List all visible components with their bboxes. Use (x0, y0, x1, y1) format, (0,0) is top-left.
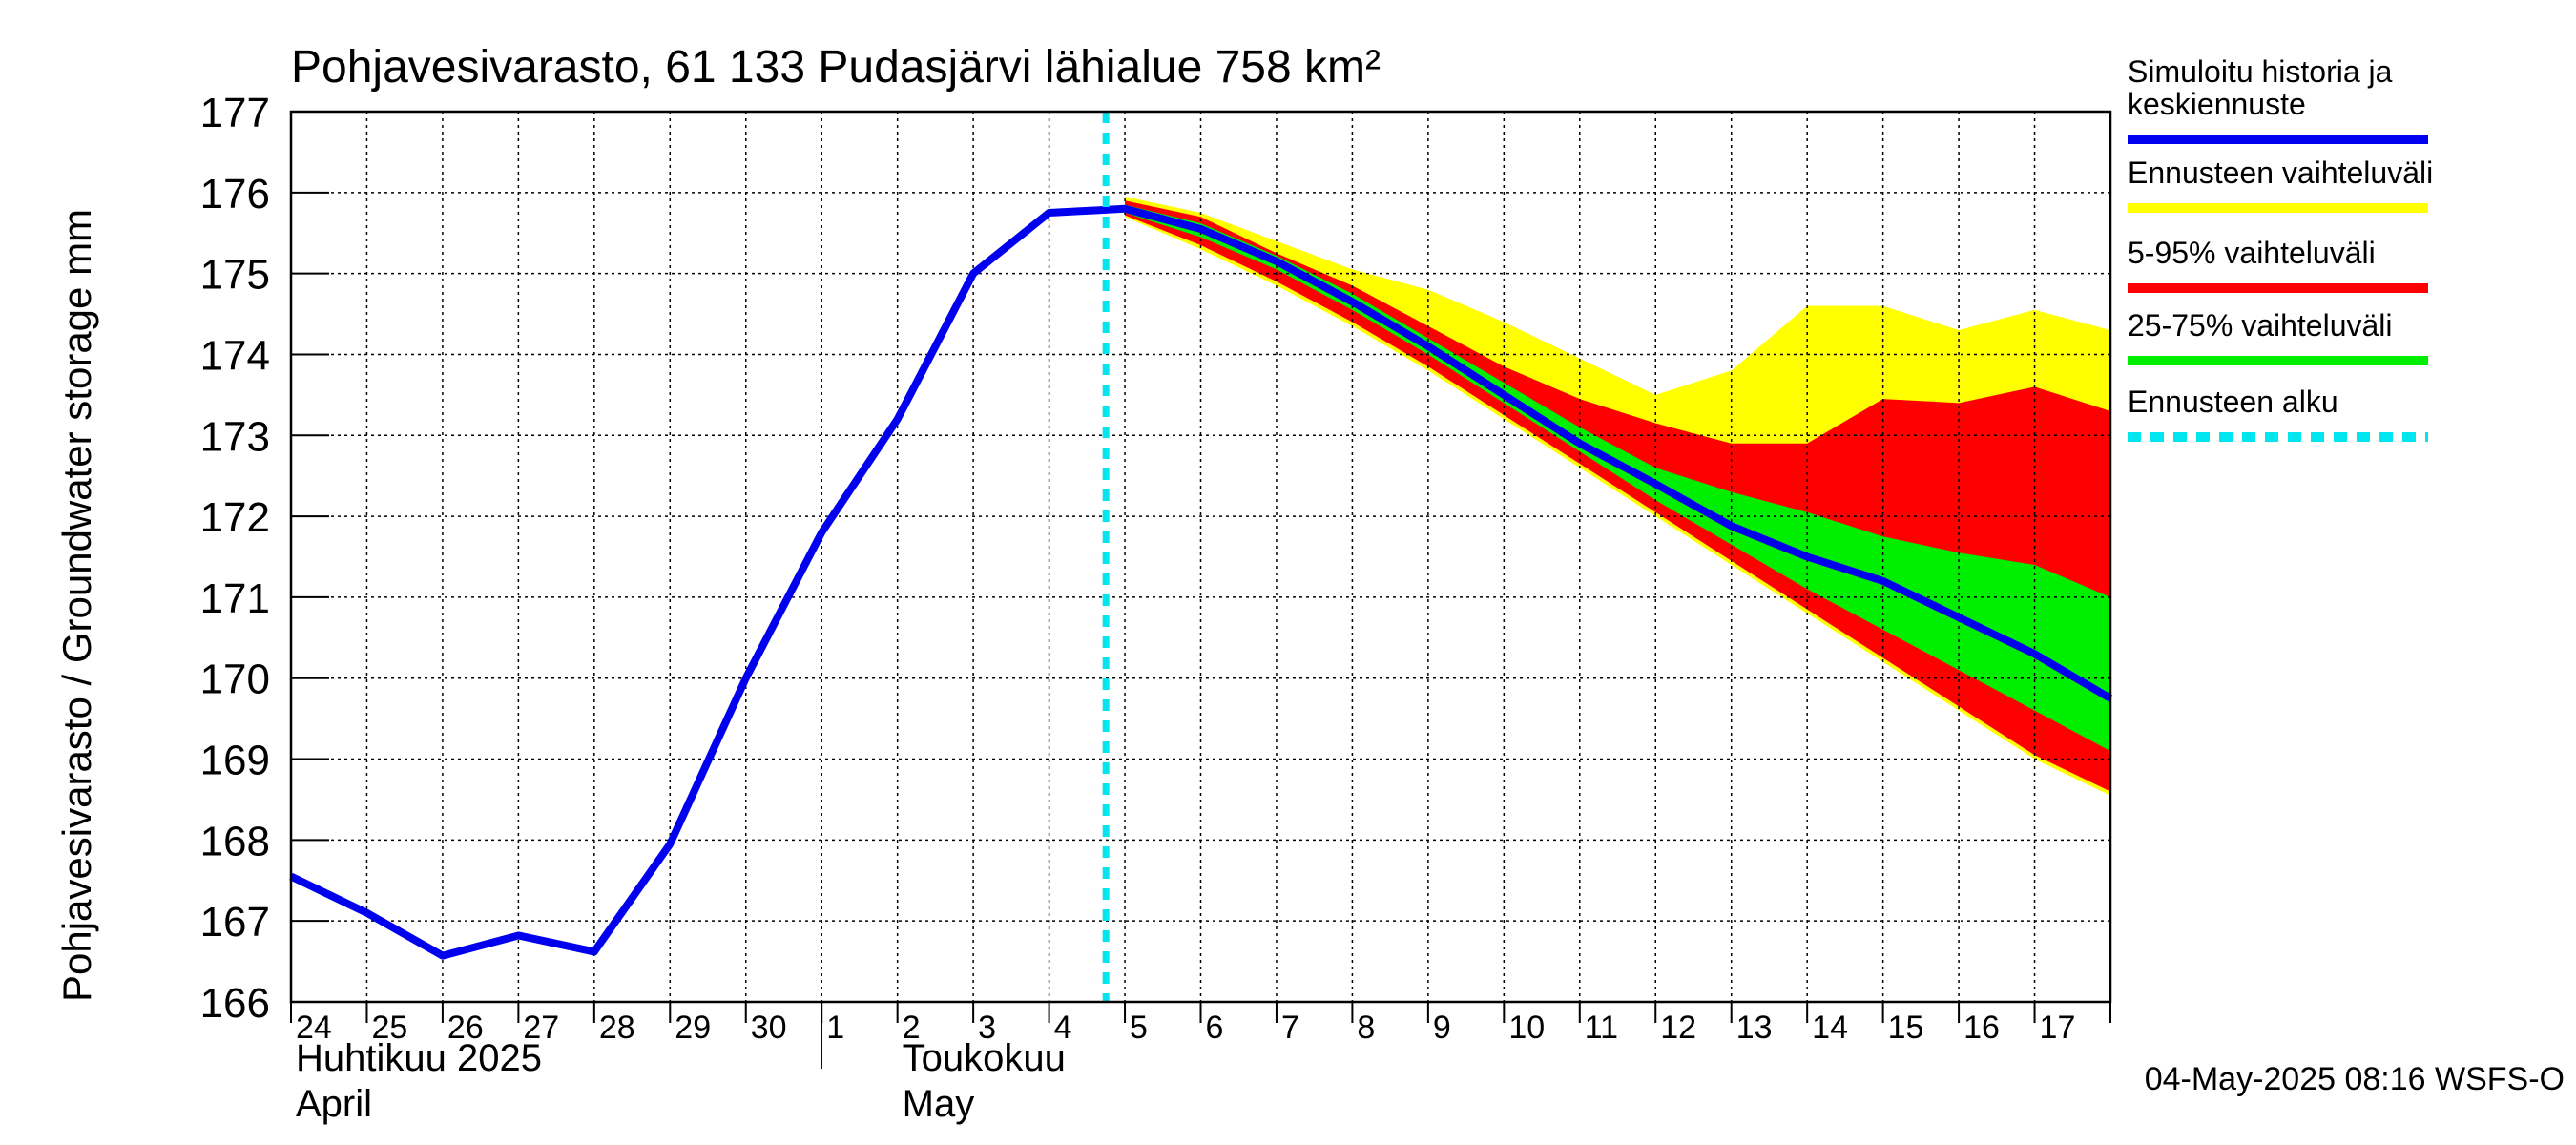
x-tick-label: 1 (826, 1010, 844, 1046)
x-tick-label: 2 (903, 1010, 921, 1046)
x-tick-label: 24 (296, 1010, 332, 1046)
footer-timestamp: 04-May-2025 08:16 WSFS-O (2145, 1061, 2565, 1097)
y-tick-label: 177 (200, 90, 270, 136)
band-ennusteen-vaihteluv-li (1125, 197, 2110, 796)
month-label-english: April (296, 1083, 372, 1125)
month-label: Toukokuu (903, 1037, 1066, 1079)
legend-label: Simuloitu historia ja (2128, 54, 2393, 89)
chart-title: Pohjavesivarasto, 61 133 Pudasjärvi lähi… (291, 42, 1381, 93)
y-axis-label: Pohjavesivarasto / Groundwater storage m… (54, 209, 99, 1002)
y-tick-label: 167 (200, 899, 270, 946)
y-tick-label: 172 (200, 494, 270, 541)
x-tick-label: 28 (599, 1010, 635, 1046)
y-tick-label: 173 (200, 413, 270, 460)
x-tick-label: 11 (1585, 1010, 1618, 1046)
legend-label: Ennusteen alku (2128, 385, 2338, 419)
x-tick-label: 10 (1508, 1010, 1545, 1046)
x-tick-label: 9 (1433, 1010, 1451, 1046)
y-tick-label: 175 (200, 252, 270, 299)
band-5-95-vaihteluv-li (1125, 200, 2110, 792)
x-tick-label: 5 (1130, 1010, 1148, 1046)
x-tick-label: 17 (2040, 1010, 2076, 1046)
y-tick-label: 174 (200, 332, 270, 379)
x-tick-label: 12 (1660, 1010, 1696, 1046)
x-tick-label: 16 (1963, 1010, 2000, 1046)
legend-label: 25-75% vaihteluväli (2128, 308, 2393, 343)
x-tick-label: 15 (1888, 1010, 1924, 1046)
band-25-75-vaihteluv-li (1125, 204, 2110, 752)
x-tick-label: 3 (978, 1010, 996, 1046)
x-tick-label: 25 (371, 1010, 407, 1046)
y-tick-label: 166 (200, 980, 270, 1027)
x-tick-label: 7 (1281, 1010, 1299, 1046)
y-tick-label: 176 (200, 171, 270, 218)
x-tick-label: 27 (523, 1010, 559, 1046)
x-tick-label: 30 (751, 1010, 787, 1046)
x-tick-label: 13 (1736, 1010, 1773, 1046)
legend-label: keskiennuste (2128, 87, 2306, 121)
plot-frame (289, 110, 2112, 1004)
y-tick-label: 170 (200, 656, 270, 703)
y-tick-label: 168 (200, 818, 270, 864)
x-tick-label: 4 (1054, 1010, 1072, 1046)
y-tick-label: 169 (200, 738, 270, 784)
legend-label: 5-95% vaihteluväli (2128, 236, 2376, 270)
y-tick-label: 171 (200, 575, 270, 622)
x-tick-label: 29 (675, 1010, 711, 1046)
legend-label: Ennusteen vaihteluväli (2128, 156, 2433, 190)
series-line-main (289, 204, 2113, 960)
month-label: Huhtikuu 2025 (296, 1037, 542, 1079)
x-tick-label: 8 (1357, 1010, 1375, 1046)
x-tick-label: 14 (1812, 1010, 1848, 1046)
x-tick-label: 6 (1206, 1010, 1224, 1046)
month-label-english: May (903, 1083, 975, 1125)
x-tick-label: 26 (447, 1010, 484, 1046)
